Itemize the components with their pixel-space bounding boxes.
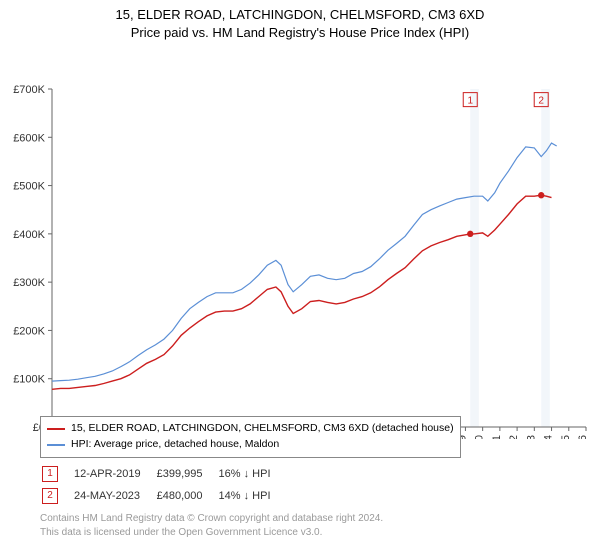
legend-label: 15, ELDER ROAD, LATCHINGDON, CHELMSFORD,…: [71, 421, 454, 437]
svg-text:2022: 2022: [508, 435, 520, 439]
sales-table: 1 12-APR-2019£399,99516% ↓ HPI 2 24-MAY-202…: [40, 462, 287, 508]
svg-text:£600K: £600K: [13, 132, 45, 144]
marker-badge: 2: [42, 488, 58, 504]
title-line-1: 15, ELDER ROAD, LATCHINGDON, CHELMSFORD,…: [0, 6, 600, 24]
footer-line-2: This data is licensed under the Open Gov…: [40, 526, 383, 540]
line-chart: £0£100K£200K£300K£400K£500K£600K£700K121…: [0, 41, 600, 439]
legend-item: HPI: Average price, detached house, Mald…: [47, 437, 454, 453]
date-cell: 12-APR-2019: [74, 464, 155, 484]
delta-cell: 14% ↓ HPI: [219, 486, 285, 506]
footer-attribution: Contains HM Land Registry data © Crown c…: [40, 512, 383, 539]
svg-text:£200K: £200K: [13, 326, 45, 338]
svg-text:2024: 2024: [543, 435, 555, 439]
price-cell: £480,000: [157, 486, 217, 506]
svg-text:2023: 2023: [525, 435, 537, 439]
legend-swatch: [47, 444, 65, 446]
date-cell: 24-MAY-2023: [74, 486, 155, 506]
title-line-2: Price paid vs. HM Land Registry's House …: [0, 24, 600, 42]
svg-text:£400K: £400K: [13, 229, 45, 241]
chart-container: 15, ELDER ROAD, LATCHINGDON, CHELMSFORD,…: [0, 0, 600, 560]
marker-cell: 1: [42, 464, 72, 484]
svg-text:1: 1: [467, 96, 473, 107]
svg-text:2: 2: [538, 96, 544, 107]
svg-text:£300K: £300K: [13, 277, 45, 289]
legend-label: HPI: Average price, detached house, Mald…: [71, 437, 279, 453]
marker-cell: 2: [42, 486, 72, 506]
svg-text:£500K: £500K: [13, 181, 45, 193]
table-row: 1 12-APR-2019£399,99516% ↓ HPI: [42, 464, 285, 484]
svg-text:2021: 2021: [491, 435, 503, 439]
svg-text:2025: 2025: [560, 435, 572, 439]
svg-text:£100K: £100K: [13, 374, 45, 386]
svg-text:£700K: £700K: [13, 84, 45, 96]
price-cell: £399,995: [157, 464, 217, 484]
footer-line-1: Contains HM Land Registry data © Crown c…: [40, 512, 383, 526]
table-row: 2 24-MAY-2023£480,00014% ↓ HPI: [42, 486, 285, 506]
svg-text:2020: 2020: [474, 435, 486, 439]
svg-text:2026: 2026: [577, 435, 589, 439]
delta-cell: 16% ↓ HPI: [219, 464, 285, 484]
legend-swatch: [47, 428, 65, 430]
marker-badge: 1: [42, 466, 58, 482]
title-block: 15, ELDER ROAD, LATCHINGDON, CHELMSFORD,…: [0, 0, 600, 41]
legend-item: 15, ELDER ROAD, LATCHINGDON, CHELMSFORD,…: [47, 421, 454, 437]
legend: 15, ELDER ROAD, LATCHINGDON, CHELMSFORD,…: [40, 416, 461, 458]
